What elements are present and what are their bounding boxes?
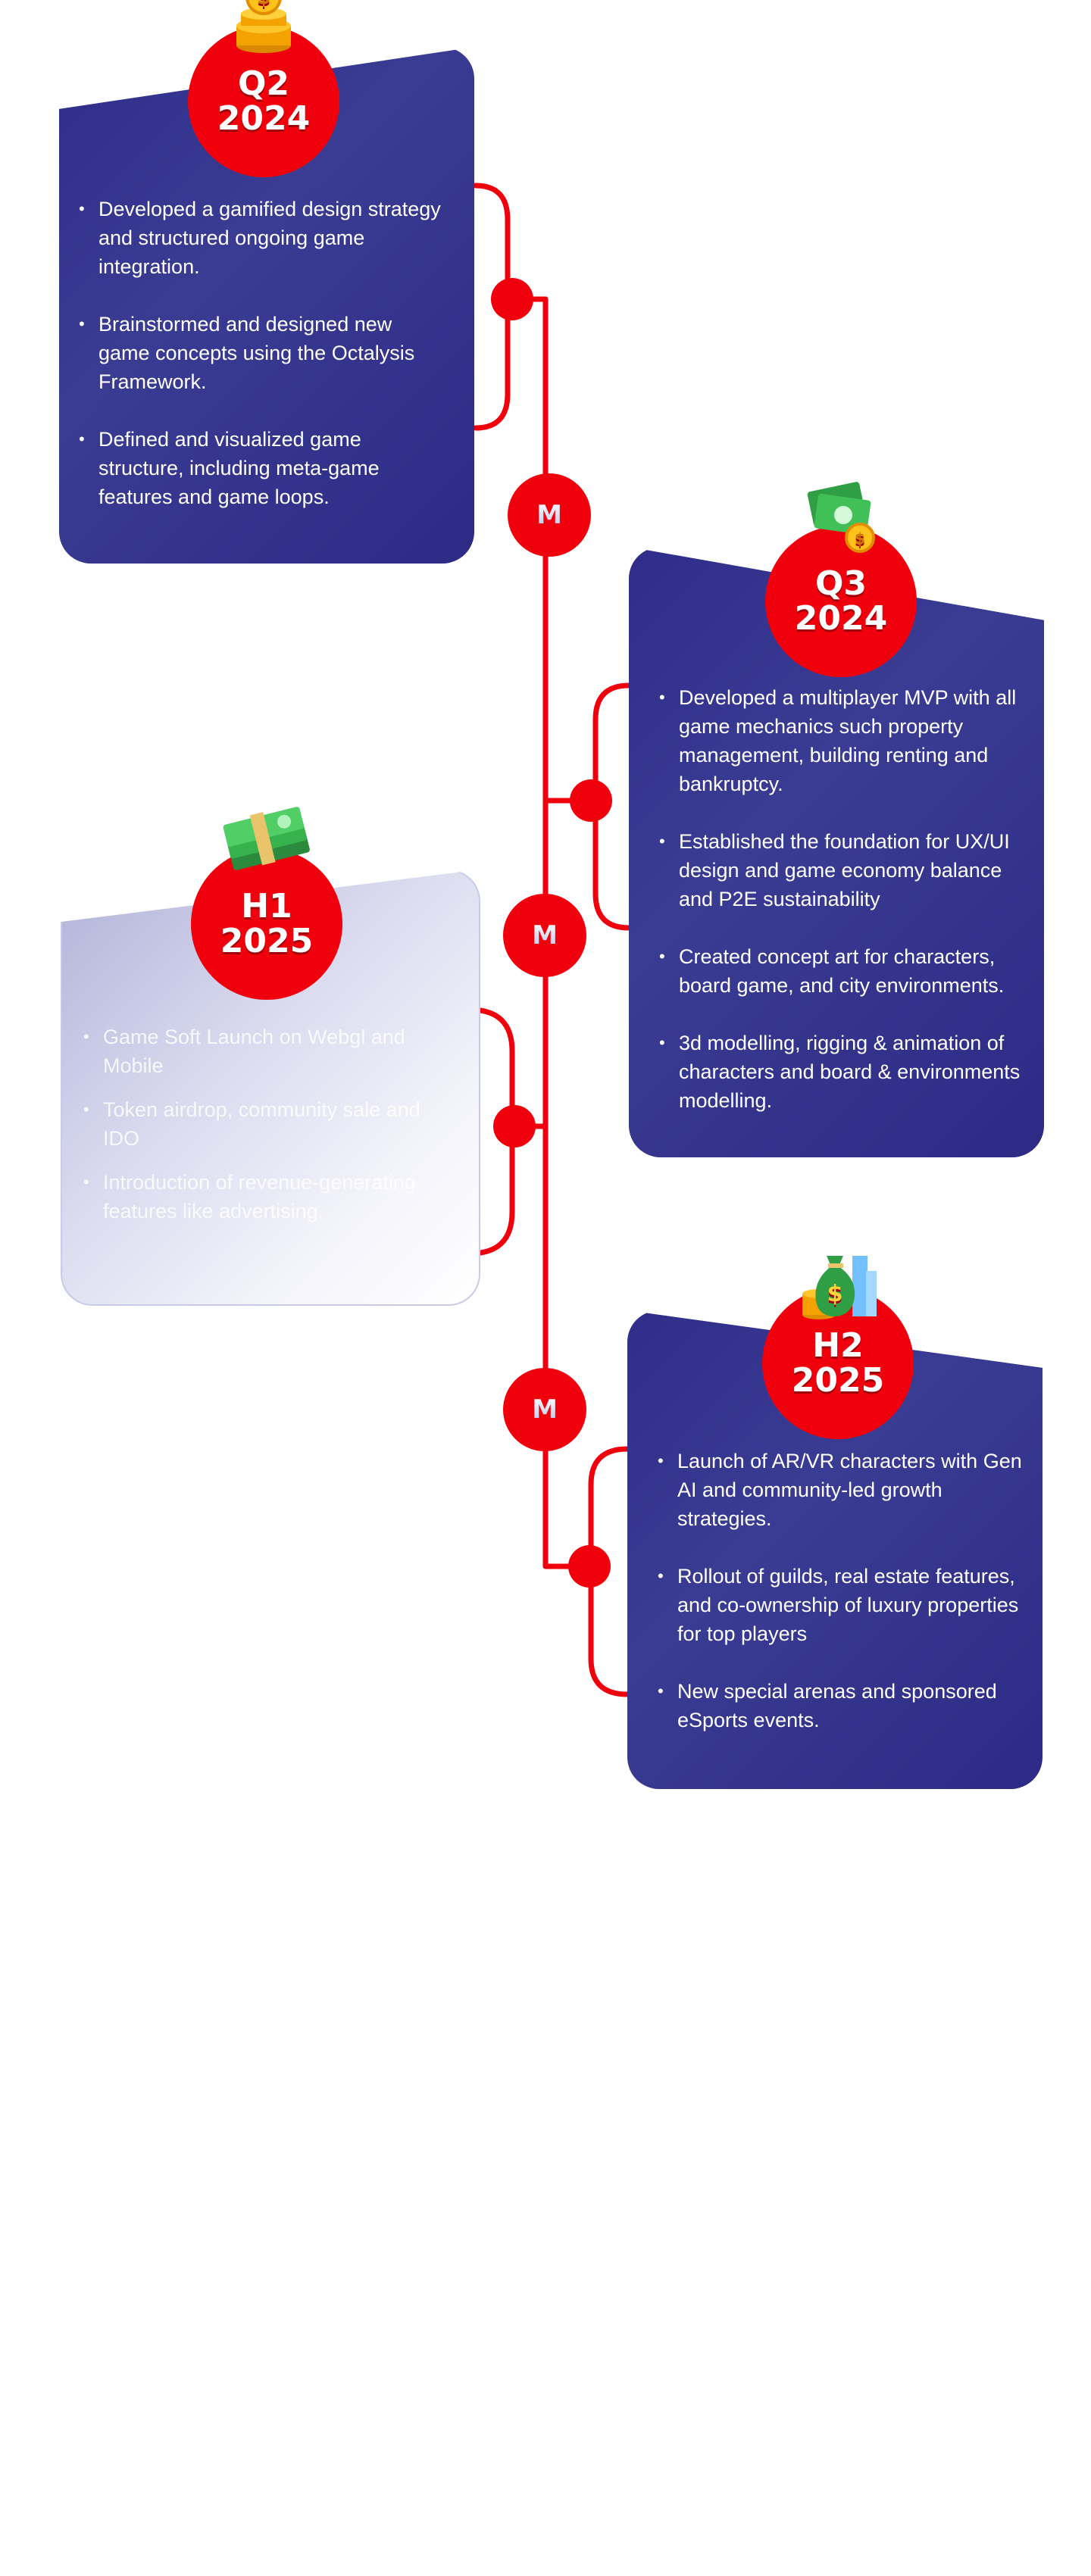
list-item: Created concept art for characters, boar… xyxy=(659,942,1027,1000)
timeline-connector-dot xyxy=(570,779,612,822)
list-item: Launch of AR/VR characters with Gen AI a… xyxy=(658,1447,1025,1533)
badge-period: H2 xyxy=(812,1326,864,1365)
milestone-items: Developed a gamified design strategy and… xyxy=(79,195,442,540)
milestone-items: Developed a multiplayer MVP with all gam… xyxy=(659,683,1027,1144)
svg-text:$: $ xyxy=(855,529,865,548)
timeline-connector-dot xyxy=(493,1105,536,1147)
list-item: Brainstormed and designed new game conce… xyxy=(79,310,442,396)
timeline-connector-dot xyxy=(491,278,533,320)
cash-and-coins-icon: $ xyxy=(799,479,883,561)
timeline-connector-dot xyxy=(568,1545,611,1588)
list-item: Token airdrop, community sale and IDO xyxy=(83,1095,439,1153)
milestone-card-q2-2024: Developed a gamified design strategy and… xyxy=(59,47,474,564)
timeline-node-m-logo: M xyxy=(503,894,586,977)
badge-year: 2024 xyxy=(794,599,888,638)
list-item: Developed a gamified design strategy and… xyxy=(79,195,442,281)
list-item: New special arenas and sponsored eSports… xyxy=(658,1677,1025,1735)
list-item: Introduction of revenue-generating featu… xyxy=(83,1168,439,1226)
milestone-card-h2-2025: Launch of AR/VR characters with Gen AI a… xyxy=(627,1310,1043,1789)
money-bag-icon: $ xyxy=(796,1241,880,1331)
milestone-items: Launch of AR/VR characters with Gen AI a… xyxy=(658,1447,1025,1763)
list-item: Defined and visualized game structure, i… xyxy=(79,425,442,511)
milestone-badge-h1-2025: H1 2025 xyxy=(191,807,342,1000)
coin-stack-icon: $ xyxy=(230,0,298,61)
m-logo-icon: M xyxy=(536,500,562,530)
list-item: 3d modelling, rigging & animation of cha… xyxy=(659,1029,1027,1115)
milestone-items: Game Soft Launch on Webgl and Mobile Tok… xyxy=(83,1023,439,1241)
svg-text:$: $ xyxy=(257,0,270,9)
badge-period: Q2 xyxy=(237,64,290,103)
svg-text:$: $ xyxy=(827,1281,843,1307)
milestone-badge-q2-2024: $ Q2 2024 xyxy=(188,0,339,177)
timeline-node-m-logo: M xyxy=(508,473,591,557)
badge-year: 2025 xyxy=(791,1361,885,1400)
badge-period: H1 xyxy=(241,887,292,926)
list-item: Established the foundation for UX/UI des… xyxy=(659,827,1027,913)
timeline-node-m-logo: M xyxy=(503,1368,586,1451)
milestone-badge-q3-2024: $ Q3 2024 xyxy=(765,482,917,677)
m-logo-icon: M xyxy=(532,920,558,951)
badge-period: Q3 xyxy=(814,564,867,603)
milestone-badge-h2-2025: $ H2 2025 xyxy=(762,1256,914,1439)
list-item: Rollout of guilds, real estate features,… xyxy=(658,1562,1025,1648)
money-stack-icon xyxy=(221,801,312,880)
m-logo-icon: M xyxy=(532,1394,558,1425)
list-item: Game Soft Launch on Webgl and Mobile xyxy=(83,1023,439,1080)
badge-year: 2025 xyxy=(220,922,314,960)
badge-year: 2024 xyxy=(217,99,311,138)
list-item: Developed a multiplayer MVP with all gam… xyxy=(659,683,1027,798)
